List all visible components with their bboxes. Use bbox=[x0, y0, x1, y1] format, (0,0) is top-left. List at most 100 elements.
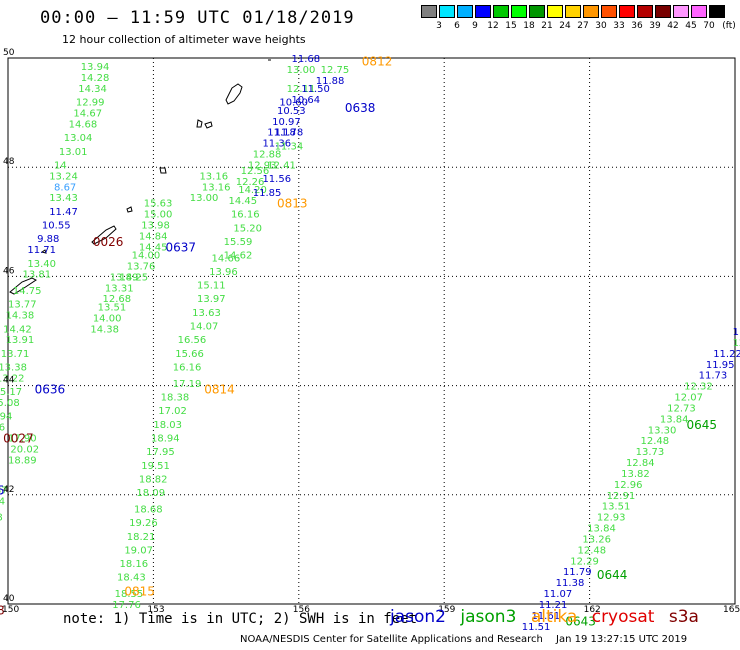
wave-height-label: 13.22 bbox=[0, 373, 25, 384]
pass-time-label: 0814 bbox=[204, 382, 235, 396]
wave-height-label: 11.71 bbox=[27, 245, 56, 256]
pass-time-label: 0645 bbox=[687, 418, 718, 432]
wave-height-label: 11.88 bbox=[316, 76, 345, 87]
wave-height-label: 11. bbox=[733, 327, 740, 338]
wave-height-label: 13.82 bbox=[621, 469, 650, 480]
pass-time-label: 0644 bbox=[597, 568, 628, 582]
wave-height-label: 13.81 bbox=[23, 270, 52, 281]
scale-swatch bbox=[547, 5, 563, 18]
wave-height-label: 11.36 bbox=[262, 139, 291, 150]
scale-swatch bbox=[565, 5, 581, 18]
scale-swatch bbox=[619, 5, 635, 18]
wave-height-label: 11.34 bbox=[275, 141, 304, 152]
wave-height-label: 13.16 bbox=[202, 182, 231, 193]
wave-height-label: 13.16 bbox=[199, 171, 228, 182]
wave-height-label: 18.82 bbox=[139, 474, 168, 485]
wave-height-label: 18.09 bbox=[136, 488, 165, 499]
wave-height-label: 13.84 bbox=[660, 414, 689, 425]
lon-label: 153 bbox=[147, 605, 164, 615]
wave-height-label: 11.79 bbox=[563, 567, 592, 578]
wave-height-label: 13.38 bbox=[0, 362, 27, 373]
wave-height-label: 11.18 bbox=[267, 128, 296, 139]
wave-height-label: 13.77 bbox=[8, 300, 37, 311]
lat-label: 42 bbox=[3, 485, 14, 495]
wave-height-label: 12.48 bbox=[640, 436, 669, 447]
wave-height-label: 11.68 bbox=[292, 54, 321, 65]
wave-height-label: 16.87 bbox=[0, 485, 8, 496]
wave-height-label: 14.66 bbox=[212, 253, 241, 264]
lat-label: 50 bbox=[3, 48, 15, 58]
scale-swatch bbox=[493, 5, 509, 18]
wave-height-label: 17.95 bbox=[146, 447, 175, 458]
scale-unit: (ft) bbox=[722, 21, 736, 31]
wave-height-label: 18.21 bbox=[127, 532, 156, 543]
lon-label: 156 bbox=[293, 605, 310, 615]
wave-height-label: 10.60 bbox=[279, 98, 308, 109]
wave-height-label: 17.19 bbox=[173, 379, 202, 390]
wave-height-label: 13.89 bbox=[110, 272, 139, 283]
wave-height-label: 15.59 bbox=[224, 237, 253, 248]
map-frame bbox=[7, 57, 736, 605]
scale-label: 12 bbox=[487, 21, 499, 31]
wave-height-label: 12.11 bbox=[287, 84, 316, 95]
wave-height-label: 11.78 bbox=[275, 128, 304, 139]
wave-height-label: 14.45 bbox=[139, 242, 168, 253]
pass-time-label: 0637 bbox=[166, 240, 197, 254]
wave-height-label: 17.06 bbox=[0, 423, 5, 434]
wave-height-label: 18.68 bbox=[134, 504, 163, 515]
wave-height-label: 15.94 bbox=[0, 412, 12, 423]
pass-time-label: 0813 bbox=[277, 197, 308, 211]
wave-height-label: 11.56 bbox=[262, 174, 291, 185]
wave-height-label: 13.76 bbox=[127, 261, 156, 272]
wave-height-label: 13.96 bbox=[209, 267, 238, 278]
wave-height-label: 8.67 bbox=[54, 182, 76, 193]
wave-height-label: 13.51 bbox=[602, 502, 631, 513]
wave-height-label: 17.90 bbox=[8, 433, 37, 444]
wave-height-label: 13.00 bbox=[190, 193, 219, 204]
wave-height-label: 14.38 bbox=[90, 324, 119, 335]
wave-height-label: 11.47 bbox=[49, 207, 78, 218]
wave-height-label: 18.38 bbox=[161, 393, 190, 404]
scale-swatch bbox=[511, 5, 527, 18]
wave-height-label: 10.64 bbox=[292, 95, 321, 106]
wave-height-label: 13.94 bbox=[81, 62, 110, 73]
wave-height-label: 16.16 bbox=[173, 362, 202, 373]
wave-height-label: 13.43 bbox=[49, 193, 78, 204]
pass-time-label: 0812 bbox=[362, 55, 393, 69]
lon-label: 150 bbox=[2, 605, 19, 615]
coastline bbox=[9, 277, 37, 295]
lon-label: 165 bbox=[723, 605, 740, 615]
lat-label: 46 bbox=[3, 266, 15, 276]
scale-swatch bbox=[457, 5, 473, 18]
wave-height-label: 11.21 bbox=[539, 600, 568, 611]
pass-time-label: 0635 bbox=[0, 483, 5, 497]
wave-height-label: 9.88 bbox=[37, 234, 59, 245]
scale-swatch bbox=[673, 5, 689, 18]
wave-height-label: 12.99 bbox=[76, 98, 105, 109]
scale-swatch bbox=[421, 5, 437, 18]
wave-height-label: 14.00 bbox=[132, 251, 161, 262]
scale-swatch bbox=[583, 5, 599, 18]
scale-label: 39 bbox=[649, 21, 661, 31]
scale-swatch bbox=[655, 5, 671, 18]
scale-label: 9 bbox=[472, 21, 478, 31]
wave-height-label: 12.07 bbox=[674, 393, 703, 404]
wave-height-label: 14.38 bbox=[6, 311, 35, 322]
wave-height-label: 19.26 bbox=[129, 518, 158, 529]
credit-timestamp: Jan 19 13:27:15 UTC 2019 bbox=[556, 634, 688, 645]
wave-height-label: 15.20 bbox=[233, 223, 262, 234]
pass-time-label: 0638 bbox=[345, 101, 376, 115]
scale-label: 30 bbox=[595, 21, 607, 31]
wave-height-label: 13.84 bbox=[587, 524, 616, 535]
wave-height-label: 13.24 bbox=[49, 171, 78, 182]
wave-height-label: 13.91 bbox=[6, 335, 35, 346]
wave-height-label: 18.43 bbox=[117, 573, 146, 584]
island-shape bbox=[196, 119, 203, 128]
lat-label: 44 bbox=[3, 376, 15, 386]
wave-height-label: 12.48 bbox=[577, 545, 606, 556]
wave-height-label: 13.97 bbox=[197, 294, 226, 305]
wave-height-label: 17.02 bbox=[158, 406, 187, 417]
wave-height-label: 18.94 bbox=[151, 433, 180, 444]
units-note: note: 1) Time is in UTC; 2) SWH is in fe… bbox=[63, 611, 418, 627]
wave-height-label: 12.96 bbox=[614, 480, 643, 491]
